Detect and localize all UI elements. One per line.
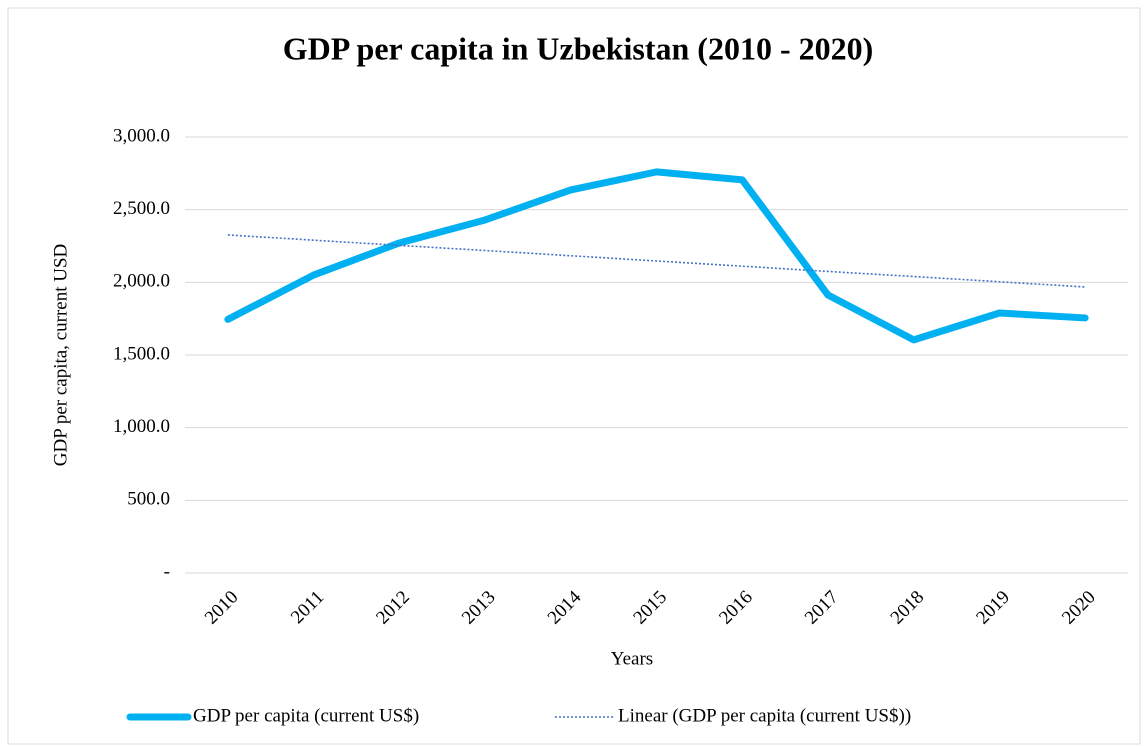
- legend-label: Linear (GDP per capita (current US$)): [618, 705, 911, 726]
- y-axis-label: GDP per capita, current USD: [50, 244, 71, 466]
- series-line: [227, 234, 1086, 288]
- y-tick-label: 2,500.0: [113, 198, 170, 219]
- chart-title: GDP per capita in Uzbekistan (2010 - 202…: [283, 30, 874, 66]
- y-tick-label: 3,000.0: [113, 125, 170, 146]
- legend-label: GDP per capita (current US$): [193, 705, 419, 726]
- y-tick-label: 1,000.0: [113, 416, 170, 437]
- y-tick-label: 2,000.0: [113, 271, 170, 292]
- chart-border: [7, 7, 1141, 745]
- y-tick-label: 500.0: [127, 489, 170, 510]
- y-tick-label: -: [164, 561, 170, 582]
- y-tick-label: 1,500.0: [113, 343, 170, 364]
- x-axis-label: Years: [611, 648, 653, 669]
- series-line: [224, 168, 1089, 344]
